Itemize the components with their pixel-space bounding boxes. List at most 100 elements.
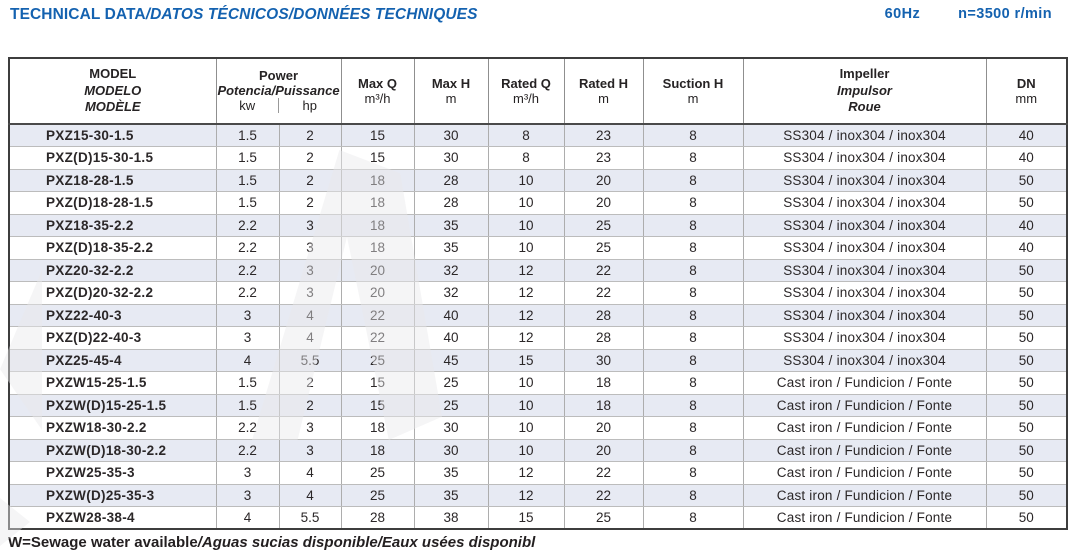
cell-suction-h: 8 [642, 146, 744, 170]
header-rated-h: Rated H m [563, 58, 644, 125]
cell-kw: 3 [215, 483, 280, 507]
cell-model: PXZ25-45-4 [9, 348, 217, 372]
cell-max-h: 40 [413, 303, 489, 327]
table-row: PXZ18-28-1.5 1.5 2 18 28 10 20 8 SS304 /… [9, 168, 1067, 192]
cell-rated-q: 10 [487, 371, 565, 395]
header-unit-kw: kw [239, 98, 256, 113]
header-power-en: Power [258, 68, 298, 83]
cell-rated-h: 28 [563, 303, 644, 327]
cell-rated-h: 20 [563, 191, 644, 215]
footer-note-en: W=Sewage water available [8, 534, 198, 551]
cell-max-h: 30 [413, 146, 489, 170]
cell-rated-q: 10 [487, 191, 565, 215]
cell-rated-h: 30 [563, 348, 644, 372]
cell-dn: 50 [985, 461, 1067, 485]
table-row: PXZW18-30-2.2 2.2 3 18 30 10 20 8 Cast i… [9, 416, 1067, 440]
header-rated-q: Rated Q m³/h [487, 58, 565, 125]
table-row: PXZ18-35-2.2 2.2 3 18 35 10 25 8 SS304 /… [9, 213, 1067, 237]
cell-model: PXZ15-30-1.5 [9, 123, 217, 147]
cell-rated-q: 10 [487, 168, 565, 192]
cell-hp: 3 [278, 236, 342, 260]
cell-hp: 4 [278, 326, 342, 350]
speed-label: n=3500 r/min [958, 6, 1052, 22]
cell-max-q: 22 [340, 303, 415, 327]
cell-impeller: Cast iron / Fundicion / Fonte [742, 416, 987, 440]
header-model-fr: MODÈLE [84, 99, 141, 115]
cell-kw: 1.5 [215, 123, 280, 147]
header-rated-q-unit: m³/h [513, 90, 539, 106]
cell-rated-h: 18 [563, 393, 644, 417]
cell-model: PXZW28-38-4 [9, 506, 217, 530]
table-header: MODEL MODELO MODÈLE Power Potencia/Puiss… [9, 58, 1067, 125]
cell-hp: 4 [278, 461, 342, 485]
cell-rated-h: 23 [563, 146, 644, 170]
cell-dn: 50 [985, 416, 1067, 440]
cell-kw: 2.2 [215, 438, 280, 462]
table-row: PXZW15-25-1.5 1.5 2 15 25 10 18 8 Cast i… [9, 371, 1067, 395]
cell-rated-q: 12 [487, 483, 565, 507]
header-model-en: MODEL [89, 65, 137, 81]
table-row: PXZ15-30-1.5 1.5 2 15 30 8 23 8 SS304 / … [9, 123, 1067, 147]
cell-suction-h: 8 [642, 213, 744, 237]
cell-kw: 2.2 [215, 236, 280, 260]
cell-max-h: 30 [413, 438, 489, 462]
cell-max-q: 18 [340, 438, 415, 462]
cell-dn: 50 [985, 168, 1067, 192]
cell-max-h: 25 [413, 371, 489, 395]
cell-impeller: SS304 / inox304 / inox304 [742, 236, 987, 260]
header-impeller-fr: Roue [848, 99, 881, 115]
cell-max-h: 35 [413, 213, 489, 237]
cell-dn: 40 [985, 123, 1067, 147]
cell-model: PXZ22-40-3 [9, 303, 217, 327]
cell-max-q: 15 [340, 123, 415, 147]
cell-rated-q: 10 [487, 236, 565, 260]
cell-hp: 2 [278, 191, 342, 215]
cell-rated-q: 12 [487, 303, 565, 327]
spec-group: 60Hz n=3500 r/min [885, 6, 1064, 22]
cell-kw: 1.5 [215, 146, 280, 170]
cell-impeller: SS304 / inox304 / inox304 [742, 168, 987, 192]
cell-model: PXZ(D)18-35-2.2 [9, 236, 217, 260]
cell-kw: 2.2 [215, 416, 280, 440]
cell-rated-h: 23 [563, 123, 644, 147]
cell-max-q: 18 [340, 213, 415, 237]
cell-dn: 50 [985, 348, 1067, 372]
cell-impeller: Cast iron / Fundicion / Fonte [742, 371, 987, 395]
table-body: PXZ15-30-1.5 1.5 2 15 30 8 23 8 SS304 / … [9, 123, 1067, 530]
header-suction-h-label: Suction H [662, 75, 724, 91]
cell-rated-h: 22 [563, 483, 644, 507]
table-row: PXZW25-35-3 3 4 25 35 12 22 8 Cast iron … [9, 461, 1067, 485]
cell-max-h: 40 [413, 326, 489, 350]
cell-rated-h: 20 [563, 416, 644, 440]
cell-rated-q: 15 [487, 506, 565, 530]
cell-kw: 2.2 [215, 281, 280, 305]
cell-impeller: SS304 / inox304 / inox304 [742, 348, 987, 372]
header-model-es: MODELO [84, 82, 142, 98]
cell-dn: 50 [985, 191, 1067, 215]
cell-max-h: 30 [413, 416, 489, 440]
table-row: PXZW(D)25-35-3 3 4 25 35 12 22 8 Cast ir… [9, 483, 1067, 507]
cell-hp: 2 [278, 371, 342, 395]
header-dn: DN mm [985, 58, 1067, 125]
cell-rated-h: 22 [563, 461, 644, 485]
cell-hp: 2 [278, 393, 342, 417]
page-title: TECHNICAL DATA/DATOS TÉCNICOS/DONNÉES TE… [10, 6, 478, 24]
table-row: PXZ25-45-4 4 5.5 25 45 15 30 8 SS304 / i… [9, 348, 1067, 372]
cell-impeller: SS304 / inox304 / inox304 [742, 258, 987, 282]
cell-dn: 50 [985, 258, 1067, 282]
cell-impeller: SS304 / inox304 / inox304 [742, 123, 987, 147]
frequency-label: 60Hz [884, 6, 921, 22]
cell-impeller: Cast iron / Fundicion / Fonte [742, 438, 987, 462]
page-title-intl: /DATOS TÉCNICOS/DONNÉES TECHNIQUES [145, 6, 478, 23]
header-power: Power Potencia/Puissance kw hp [215, 58, 342, 125]
cell-max-q: 18 [340, 416, 415, 440]
header-model: MODEL MODELO MODÈLE [9, 58, 217, 125]
cell-max-q: 25 [340, 461, 415, 485]
technical-data-table: MODEL MODELO MODÈLE Power Potencia/Puiss… [8, 57, 1068, 530]
cell-kw: 3 [215, 303, 280, 327]
cell-suction-h: 8 [642, 258, 744, 282]
cell-hp: 4 [278, 483, 342, 507]
cell-max-q: 18 [340, 236, 415, 260]
cell-impeller: SS304 / inox304 / inox304 [742, 281, 987, 305]
header-dn-unit: mm [1015, 90, 1038, 106]
